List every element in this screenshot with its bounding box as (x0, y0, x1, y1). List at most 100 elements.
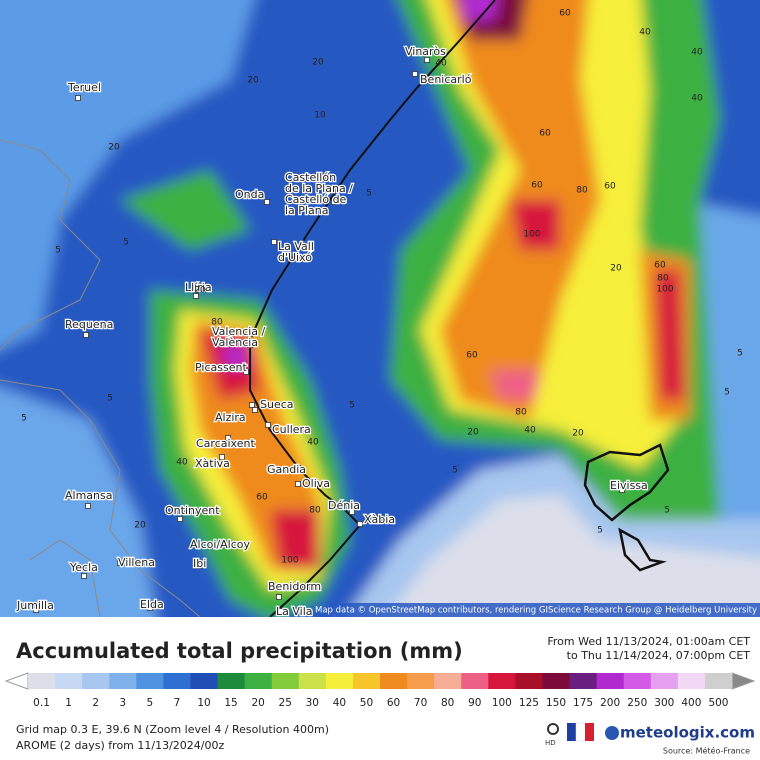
city-marker (193, 293, 199, 299)
model-info: AROME (2 days) from 11/13/2024/00z (16, 739, 225, 752)
city-marker (295, 465, 301, 471)
city-label: Valencia / (212, 325, 266, 338)
contour-label: 60 (559, 9, 571, 19)
city-marker (249, 402, 255, 408)
city-label: Llíria (185, 281, 212, 294)
contour-label: 20 (610, 264, 622, 274)
contour-label: 20 (194, 286, 206, 296)
period-from: From Wed 11/13/2024, 01:00am CET (547, 635, 750, 648)
legend-label: 250 (627, 697, 647, 709)
city-label: Alzira (215, 411, 246, 424)
city-label: Vinaròs (405, 45, 446, 58)
city-marker (85, 503, 91, 509)
city-marker (81, 573, 87, 579)
city-label: Gandia (267, 463, 306, 476)
contour-label: 80 (515, 408, 527, 418)
city-marker (177, 516, 183, 522)
legend-swatch (542, 673, 571, 689)
city-label: Elda (140, 598, 164, 611)
legend-swatch (515, 673, 543, 689)
legend-label: 20 (251, 697, 264, 709)
city-marker (243, 369, 249, 375)
legend-swatch (623, 673, 652, 689)
city-label: Benicarló (420, 73, 472, 86)
contour-label: 60 (256, 493, 268, 503)
city-label: Alcoi/Alcoy (190, 538, 250, 551)
city-marker (196, 563, 202, 569)
legend-swatch (352, 673, 381, 689)
contour-label: 20 (312, 58, 324, 68)
attribution-bg (336, 603, 760, 617)
contour-label: 80 (576, 186, 588, 196)
legend-swatch (461, 673, 489, 689)
contour-label: 40 (176, 458, 188, 468)
legend-label: 0.1 (33, 697, 50, 709)
contour-label: 40 (691, 94, 703, 104)
city-label: la Plana (285, 204, 328, 217)
city-marker (276, 594, 282, 600)
contour-label: 40 (639, 28, 651, 38)
contour-label: 10 (314, 111, 326, 121)
legend-swatch (28, 673, 56, 689)
legend-swatch (55, 673, 83, 689)
flag-blue (567, 723, 576, 741)
city-marker (83, 332, 89, 338)
legend-swatch (407, 673, 435, 689)
coastline (249, 0, 496, 617)
contour-label: 5 (123, 238, 129, 248)
source: Source: Météo-France (663, 746, 750, 756)
legend-label: 3 (119, 697, 126, 709)
legend-label: 50 (360, 697, 373, 709)
city-marker (264, 199, 270, 205)
title: Accumulated total precipitation (mm) (16, 639, 463, 663)
legend-label: 60 (387, 697, 400, 709)
grid-info: Grid map 0.3 E, 39.6 N (Zoom level 4 / R… (16, 723, 329, 736)
legend-label: 400 (681, 697, 701, 709)
contour-label: 40 (691, 48, 703, 58)
contour-label: 60 (654, 261, 666, 271)
legend-swatch (325, 673, 354, 689)
city-label: de la Plana / (285, 182, 353, 195)
city-label: Yecla (69, 561, 98, 574)
legend-swatch (380, 673, 408, 689)
legend-swatch (271, 673, 300, 689)
zoom-icon[interactable] (547, 723, 559, 735)
city-label: Ontinyent (165, 504, 220, 517)
contour-label: 20 (467, 428, 479, 438)
city-marker (265, 422, 271, 428)
contour-label: 80 (211, 318, 223, 328)
flag-red (585, 723, 594, 741)
brand[interactable]: meteologix.com (620, 724, 755, 742)
legend-label: 7 (174, 697, 181, 709)
city-label: La Vall (278, 240, 314, 253)
city-marker (252, 407, 258, 413)
legend-label: 2 (92, 697, 99, 709)
city-marker (117, 560, 123, 566)
contour-label: 40 (524, 426, 536, 436)
city-marker (357, 521, 363, 527)
contour-label: 5 (597, 526, 603, 536)
contour-label: 5 (21, 414, 27, 424)
contour-label: 100 (281, 556, 298, 566)
legend-label: 25 (279, 697, 292, 709)
contour-label: 5 (55, 246, 61, 256)
legend-label: 30 (306, 697, 319, 709)
attribution: Map data © OpenStreetMap contributors, r… (315, 606, 757, 616)
legend-swatch (163, 673, 191, 689)
city-marker (33, 607, 39, 613)
city-label: Carcaixent (196, 437, 255, 450)
contour-label: 20 (572, 429, 584, 439)
city-label: Teruel (67, 81, 101, 94)
legend-label: 175 (573, 697, 593, 709)
city-label: Ibi (193, 557, 206, 570)
city-label: Dénia (328, 499, 360, 512)
ibiza-coast (583, 443, 670, 572)
legend-swatch (190, 673, 219, 689)
legend-label: 500 (708, 697, 728, 709)
legend-label: 5 (147, 697, 154, 709)
city-marker (277, 608, 283, 614)
borders (0, 139, 201, 617)
city-marker (349, 509, 355, 515)
legend-label: 40 (333, 697, 346, 709)
